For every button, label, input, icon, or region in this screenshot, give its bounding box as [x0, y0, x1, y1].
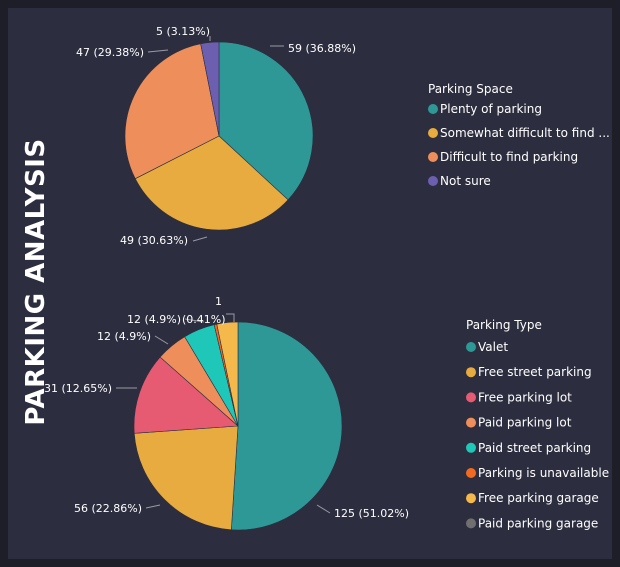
- leader-line: [147, 49, 169, 53]
- legend-1: Parking Space Plenty of parking Somewhat d…: [428, 82, 610, 188]
- legend-marker: [466, 493, 476, 504]
- leader-line: [154, 335, 169, 345]
- data-label: (0.41%): [182, 313, 226, 326]
- legend-label: Not sure: [440, 174, 491, 188]
- legend-title: Parking Space: [428, 82, 513, 96]
- legend-marker: [466, 417, 476, 428]
- legend-label: Free parking garage: [478, 491, 599, 505]
- legend-item[interactable]: Valet: [466, 340, 508, 354]
- data-label: 31 (12.65%): [44, 382, 112, 395]
- legend-item[interactable]: Plenty of parking: [428, 102, 542, 116]
- data-label: 1: [215, 295, 222, 308]
- legend-2: Parking Type Valet Free street parking Free…: [466, 318, 609, 530]
- leader-line: [316, 504, 331, 514]
- data-label: 12 (4.9%): [127, 313, 181, 326]
- legend-title: Parking Type: [466, 318, 542, 332]
- leader-line: [192, 236, 208, 242]
- data-label: 49 (30.63%): [120, 234, 188, 247]
- pie-slice-free-parking-lot[interactable]: [133, 356, 239, 434]
- legend-item[interactable]: Difficult to find parking: [428, 150, 578, 164]
- pie-slice-valet[interactable]: [231, 321, 343, 531]
- legend-label: Plenty of parking: [440, 102, 542, 116]
- legend-item[interactable]: Free parking lot: [466, 390, 572, 404]
- leader-line: [226, 313, 235, 322]
- legend-item[interactable]: Parking is unavailable: [466, 466, 609, 480]
- pie-chart-1: 59 (36.88%) 49 (30.63%) 47 (29.38%) 5 (3.13…: [76, 25, 356, 247]
- legend-label: Somewhat difficult to find ...: [440, 126, 610, 140]
- leader-line: [145, 504, 161, 509]
- pie-slice-plenty-of-parking[interactable]: [218, 41, 314, 201]
- data-label: 59 (36.88%): [288, 42, 356, 55]
- legend-label: Paid parking lot: [478, 416, 572, 430]
- legend-marker: [466, 367, 476, 378]
- legend-label: Paid parking garage: [478, 516, 598, 530]
- legend-label: Valet: [478, 340, 508, 354]
- pie-chart-2: 125 (51.02%) 56 (22.86%) 31 (12.65%) 12 (4.…: [44, 295, 409, 531]
- data-label: 5 (3.13%): [156, 25, 210, 38]
- legend-marker: [466, 518, 476, 529]
- legend-item[interactable]: Paid parking lot: [466, 416, 572, 430]
- data-label: 12 (4.9%): [97, 330, 151, 343]
- legend-label: Difficult to find parking: [440, 150, 578, 164]
- legend-marker: [428, 176, 438, 186]
- legend-label: Paid street parking: [478, 441, 591, 455]
- pie-slice-free-parking-garage[interactable]: [216, 321, 239, 427]
- legend-marker: [428, 104, 438, 114]
- legend-item[interactable]: Paid parking garage: [466, 516, 598, 530]
- legend-item[interactable]: Free parking garage: [466, 491, 599, 505]
- legend-label: Parking is unavailable: [478, 466, 609, 480]
- data-label: 56 (22.86%): [74, 502, 142, 515]
- legend-marker: [428, 128, 438, 138]
- legend-item[interactable]: Paid street parking: [466, 441, 591, 455]
- data-label: 47 (29.38%): [76, 46, 144, 59]
- pie-slice-free-street-parking[interactable]: [133, 425, 239, 531]
- legend-marker: [428, 152, 438, 162]
- legend-label: Free parking lot: [478, 390, 572, 404]
- legend-item[interactable]: Not sure: [428, 174, 491, 188]
- leader-line: [184, 318, 205, 323]
- pie-slice-difficult-to-find-parking[interactable]: [124, 43, 220, 180]
- legend-marker: [466, 342, 476, 352]
- legend-item[interactable]: Free street parking: [466, 365, 592, 379]
- legend-marker: [466, 468, 476, 478]
- pie-slice-not-sure[interactable]: [200, 41, 220, 137]
- legend-item[interactable]: Somewhat difficult to find ...: [428, 126, 610, 140]
- legend-marker: [466, 392, 476, 403]
- data-label: 125 (51.02%): [334, 507, 409, 520]
- legend-label: Free street parking: [478, 365, 592, 379]
- legend-marker: [466, 442, 476, 453]
